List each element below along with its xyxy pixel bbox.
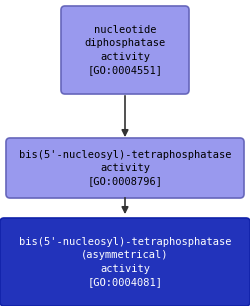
Text: bis(5'-nucleosyl)-tetraphosphatase
(asymmetrical)
activity
[GO:0004081]: bis(5'-nucleosyl)-tetraphosphatase (asym… [19, 237, 230, 287]
FancyBboxPatch shape [61, 6, 188, 94]
FancyBboxPatch shape [6, 138, 243, 198]
FancyBboxPatch shape [0, 218, 249, 306]
Text: bis(5'-nucleosyl)-tetraphosphatase
activity
[GO:0008796]: bis(5'-nucleosyl)-tetraphosphatase activ… [19, 150, 230, 186]
Text: nucleotide
diphosphatase
activity
[GO:0004551]: nucleotide diphosphatase activity [GO:00… [84, 25, 165, 75]
